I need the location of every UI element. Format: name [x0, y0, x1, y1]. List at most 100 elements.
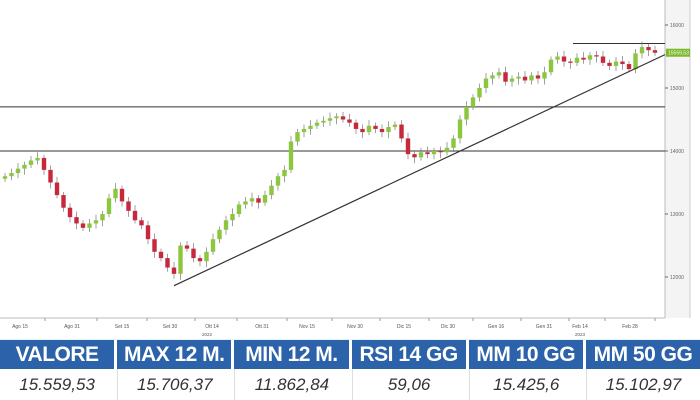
candle-body [74, 217, 79, 224]
candle-body [275, 176, 281, 186]
candle-body [41, 157, 47, 170]
stat-header: RSI 14 GG [351, 340, 466, 369]
candle-body [217, 229, 222, 240]
candle-body [2, 176, 8, 179]
candle-body [496, 72, 502, 76]
x-tick-label: Ott 31 [255, 324, 269, 330]
candle-body [119, 188, 125, 202]
candle-body [464, 106, 469, 120]
candle-body [230, 214, 235, 221]
candle-body [353, 122, 359, 129]
candle-body [451, 138, 456, 148]
candle-body [470, 97, 476, 107]
candle-body [535, 75, 541, 79]
x-tick-label: Feb 14 [572, 324, 588, 330]
candle-body [100, 214, 105, 221]
candle-body [152, 239, 157, 252]
candle-body [158, 251, 164, 259]
candle-body [113, 188, 118, 199]
candle-body [555, 56, 560, 60]
stat-header: VALORE [0, 340, 115, 369]
stat-mm10: MM 10 GG 15.425,6 [468, 340, 583, 400]
year-label: 2023 [575, 332, 586, 337]
candle-body [87, 223, 92, 228]
candle-body [67, 207, 73, 218]
candle-body [334, 116, 339, 119]
candle-body [418, 152, 424, 158]
candle-body [256, 198, 261, 203]
x-tick-label: Gen 16 [488, 324, 505, 330]
y-tick-label: 12000 [670, 275, 684, 281]
candle-body [340, 116, 346, 120]
candle-body [80, 223, 86, 228]
candle-body [477, 88, 482, 98]
candle-body [392, 124, 398, 128]
candle-body [145, 225, 151, 240]
candle-body [308, 125, 313, 129]
candle-body [236, 204, 242, 214]
x-tick-label: Dic 30 [441, 324, 455, 330]
candle-body [568, 61, 573, 63]
candle-body [626, 64, 632, 70]
candle-body [15, 168, 21, 174]
candle-body [438, 151, 443, 153]
candle-body [28, 160, 34, 165]
candle-body [314, 122, 320, 126]
x-tick-label: Dic 15 [397, 324, 411, 330]
candle-body [425, 152, 430, 155]
candle-body [522, 76, 528, 81]
candle-body [399, 124, 404, 139]
candle-body [600, 56, 606, 63]
candle-body [444, 147, 450, 153]
candle-body [191, 248, 196, 259]
candle-body [373, 125, 378, 129]
candle-body [184, 245, 190, 249]
candle-body [360, 128, 365, 133]
candlestick-chart: 16000 15000 14000 13000 12000 Ago 15 Ago 31 Set… [0, 0, 700, 340]
candle-body [490, 75, 495, 79]
x-tick-label: Ott 14 [205, 324, 219, 330]
candle-body [529, 75, 534, 81]
x-tick-label: Ago 31 [64, 324, 80, 330]
candle-body [249, 198, 255, 202]
year-label: 2022 [202, 332, 213, 337]
candle-body [269, 185, 274, 196]
candle-body [347, 119, 352, 123]
stat-mm50: MM 50 GG 15.102,97 [585, 340, 700, 400]
candle-body [652, 50, 658, 53]
candle-body [54, 182, 60, 196]
candle-body [646, 47, 651, 51]
stat-value: 15.706,37 [117, 369, 231, 400]
candle-body [282, 169, 287, 177]
candle-body [516, 76, 521, 79]
y-tick-label: 14000 [670, 149, 684, 155]
x-tick-label: Nov 15 [299, 324, 315, 330]
candle-body [9, 173, 14, 177]
candle-body [431, 151, 437, 155]
candle-body [386, 127, 391, 133]
candle-body [633, 53, 638, 70]
candle-body [581, 57, 586, 60]
x-tick-label: Set 30 [163, 324, 178, 330]
y-axis-strip [665, 0, 690, 318]
stat-max: MAX 12 M. 15.706,37 [117, 340, 232, 400]
candle-body [288, 141, 294, 170]
candle-body [165, 258, 170, 268]
x-tick-label: Gen 31 [536, 324, 553, 330]
candle-body [607, 62, 612, 66]
candle-body [106, 198, 112, 214]
candle-body [542, 72, 547, 79]
candle-body [503, 72, 508, 82]
x-tick-label: Ago 15 [12, 324, 28, 330]
candle-body [548, 59, 554, 73]
candle-body [22, 164, 27, 169]
stats-table: VALORE 15.559,53 MAX 12 M. 15.706,37 MIN 1… [0, 340, 700, 400]
candle-body [171, 267, 177, 274]
candle-body [509, 78, 515, 82]
candle-body [366, 125, 372, 133]
candle-body [587, 55, 593, 60]
y-tick-label: 16000 [670, 23, 684, 29]
candle-body [204, 251, 209, 262]
trendline [173, 54, 666, 287]
candle-body [61, 195, 66, 208]
